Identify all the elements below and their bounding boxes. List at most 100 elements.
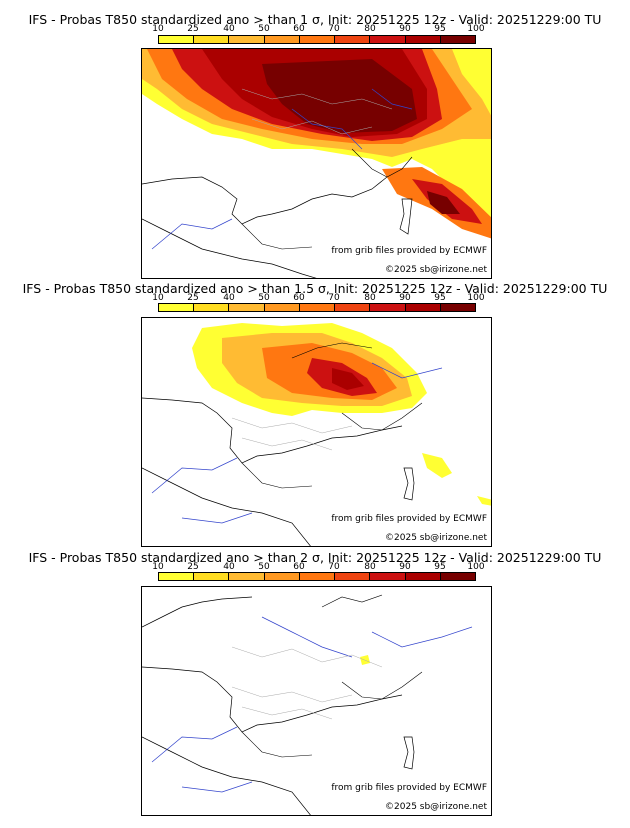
admin-line <box>241 88 393 110</box>
colorbar-swatch <box>370 573 406 580</box>
river <box>181 781 253 793</box>
colorbar-tick: 90 <box>399 24 411 34</box>
credit-copyright: ©2025 sb@irizone.net <box>385 265 487 275</box>
colorbar-tick: 25 <box>187 293 199 303</box>
colorbar-swatch <box>440 573 475 580</box>
river <box>261 616 353 658</box>
river <box>151 726 238 763</box>
admin-line <box>251 118 373 135</box>
border <box>351 148 413 178</box>
border <box>241 462 313 489</box>
river <box>151 457 238 494</box>
river <box>371 362 443 379</box>
river <box>291 108 363 150</box>
colorbar-swatch <box>159 304 195 311</box>
colorbar-swatch <box>370 36 406 43</box>
colorbar-swatch <box>370 304 406 311</box>
border <box>241 223 313 250</box>
panel-title: IFS - Probas T850 standardized ano > tha… <box>28 550 602 565</box>
colorbar-swatch <box>299 304 336 311</box>
colorbar-swatch <box>229 36 265 43</box>
colorbar-swatch <box>405 36 441 43</box>
colorbar-tick: 60 <box>293 293 305 303</box>
coastline <box>142 218 317 278</box>
colorbar-tick: 40 <box>223 24 235 34</box>
colorbar-tick: 90 <box>399 293 411 303</box>
colorbar-swatch <box>194 304 230 311</box>
border <box>241 731 313 758</box>
coastline <box>142 736 311 815</box>
coastline <box>399 198 413 235</box>
colorbar-tick: 95 <box>434 293 446 303</box>
colorbar-tick: 25 <box>187 24 199 34</box>
map-svg <box>142 49 491 278</box>
map-frame: from grib files provided by ECMWF ©2025 … <box>141 48 492 279</box>
admin-line <box>231 417 353 434</box>
border <box>291 342 373 359</box>
river <box>181 512 253 524</box>
admin-line <box>231 686 353 703</box>
colorbar-swatch <box>229 304 265 311</box>
border <box>341 402 423 431</box>
colorbar-swatch <box>264 36 300 43</box>
admin-line <box>231 646 383 668</box>
coastline <box>142 176 388 225</box>
colorbar-tick: 10 <box>152 24 164 34</box>
panel-1: IFS - Probas T850 standardized ano > tha… <box>0 0 630 280</box>
colorbar-swatch <box>194 36 230 43</box>
coastline <box>142 596 253 628</box>
border <box>321 594 383 608</box>
coastline <box>403 736 415 770</box>
colorbar-tick: 100 <box>467 562 485 572</box>
colorbar-labels: 10 25 40 50 60 70 80 90 95 100 <box>140 293 484 303</box>
colorbar-swatch <box>159 36 195 43</box>
colorbar-tick: 95 <box>434 24 446 34</box>
map-svg <box>142 594 473 815</box>
credit-copyright: ©2025 sb@irizone.net <box>385 533 487 543</box>
credit-source: from grib files provided by ECMWF <box>331 514 487 524</box>
colorbar-tick: 70 <box>328 24 340 34</box>
colorbar-swatch <box>299 36 336 43</box>
colorbar-swatch <box>440 36 475 43</box>
colorbar-tick: 100 <box>467 24 485 34</box>
colorbar-swatch <box>405 573 441 580</box>
colorbar-tick: 100 <box>467 293 485 303</box>
colorbar-tick: 25 <box>187 562 199 572</box>
panel-3: IFS - Probas T850 standardized ano > tha… <box>0 540 630 828</box>
colorbar-tick: 40 <box>223 293 235 303</box>
credit-source: from grib files provided by ECMWF <box>331 246 487 256</box>
coastline <box>403 467 415 501</box>
colorbar-tick: 50 <box>258 24 270 34</box>
colorbar-tick: 60 <box>293 562 305 572</box>
river <box>371 88 413 110</box>
colorbar-tick: 50 <box>258 562 270 572</box>
colorbar-tick: 60 <box>293 24 305 34</box>
colorbar-labels: 10 25 40 50 60 70 80 90 95 100 <box>140 24 484 34</box>
prob-area <box>262 59 417 133</box>
map-svg <box>142 323 491 546</box>
colorbar-tick: 70 <box>328 293 340 303</box>
colorbar-swatch <box>335 304 371 311</box>
colorbar-tick: 80 <box>364 293 376 303</box>
map-frame: from grib files provided by ECMWF ©2025 … <box>141 586 492 816</box>
colorbar-tick: 50 <box>258 293 270 303</box>
prob-area <box>477 496 491 506</box>
border <box>341 671 423 700</box>
colorbar-tick: 95 <box>434 562 446 572</box>
credit-copyright: ©2025 sb@irizone.net <box>385 802 487 812</box>
coastline <box>142 666 403 733</box>
prob-area <box>332 368 364 390</box>
prob-area <box>422 453 452 478</box>
colorbar-tick: 80 <box>364 24 376 34</box>
panel-title: IFS - Probas T850 standardized ano > tha… <box>28 12 602 27</box>
colorbar-swatch <box>229 573 265 580</box>
colorbar-tick: 10 <box>152 293 164 303</box>
coastline <box>142 397 403 464</box>
colorbar-swatch <box>335 36 371 43</box>
colorbar-swatch <box>299 573 336 580</box>
colorbar-tick: 90 <box>399 562 411 572</box>
colorbar-tick: 80 <box>364 562 376 572</box>
colorbar-labels: 10 25 40 50 60 70 80 90 95 100 <box>140 562 484 572</box>
panel-title: IFS - Probas T850 standardized ano > tha… <box>22 281 608 296</box>
colorbar-swatch <box>405 304 441 311</box>
